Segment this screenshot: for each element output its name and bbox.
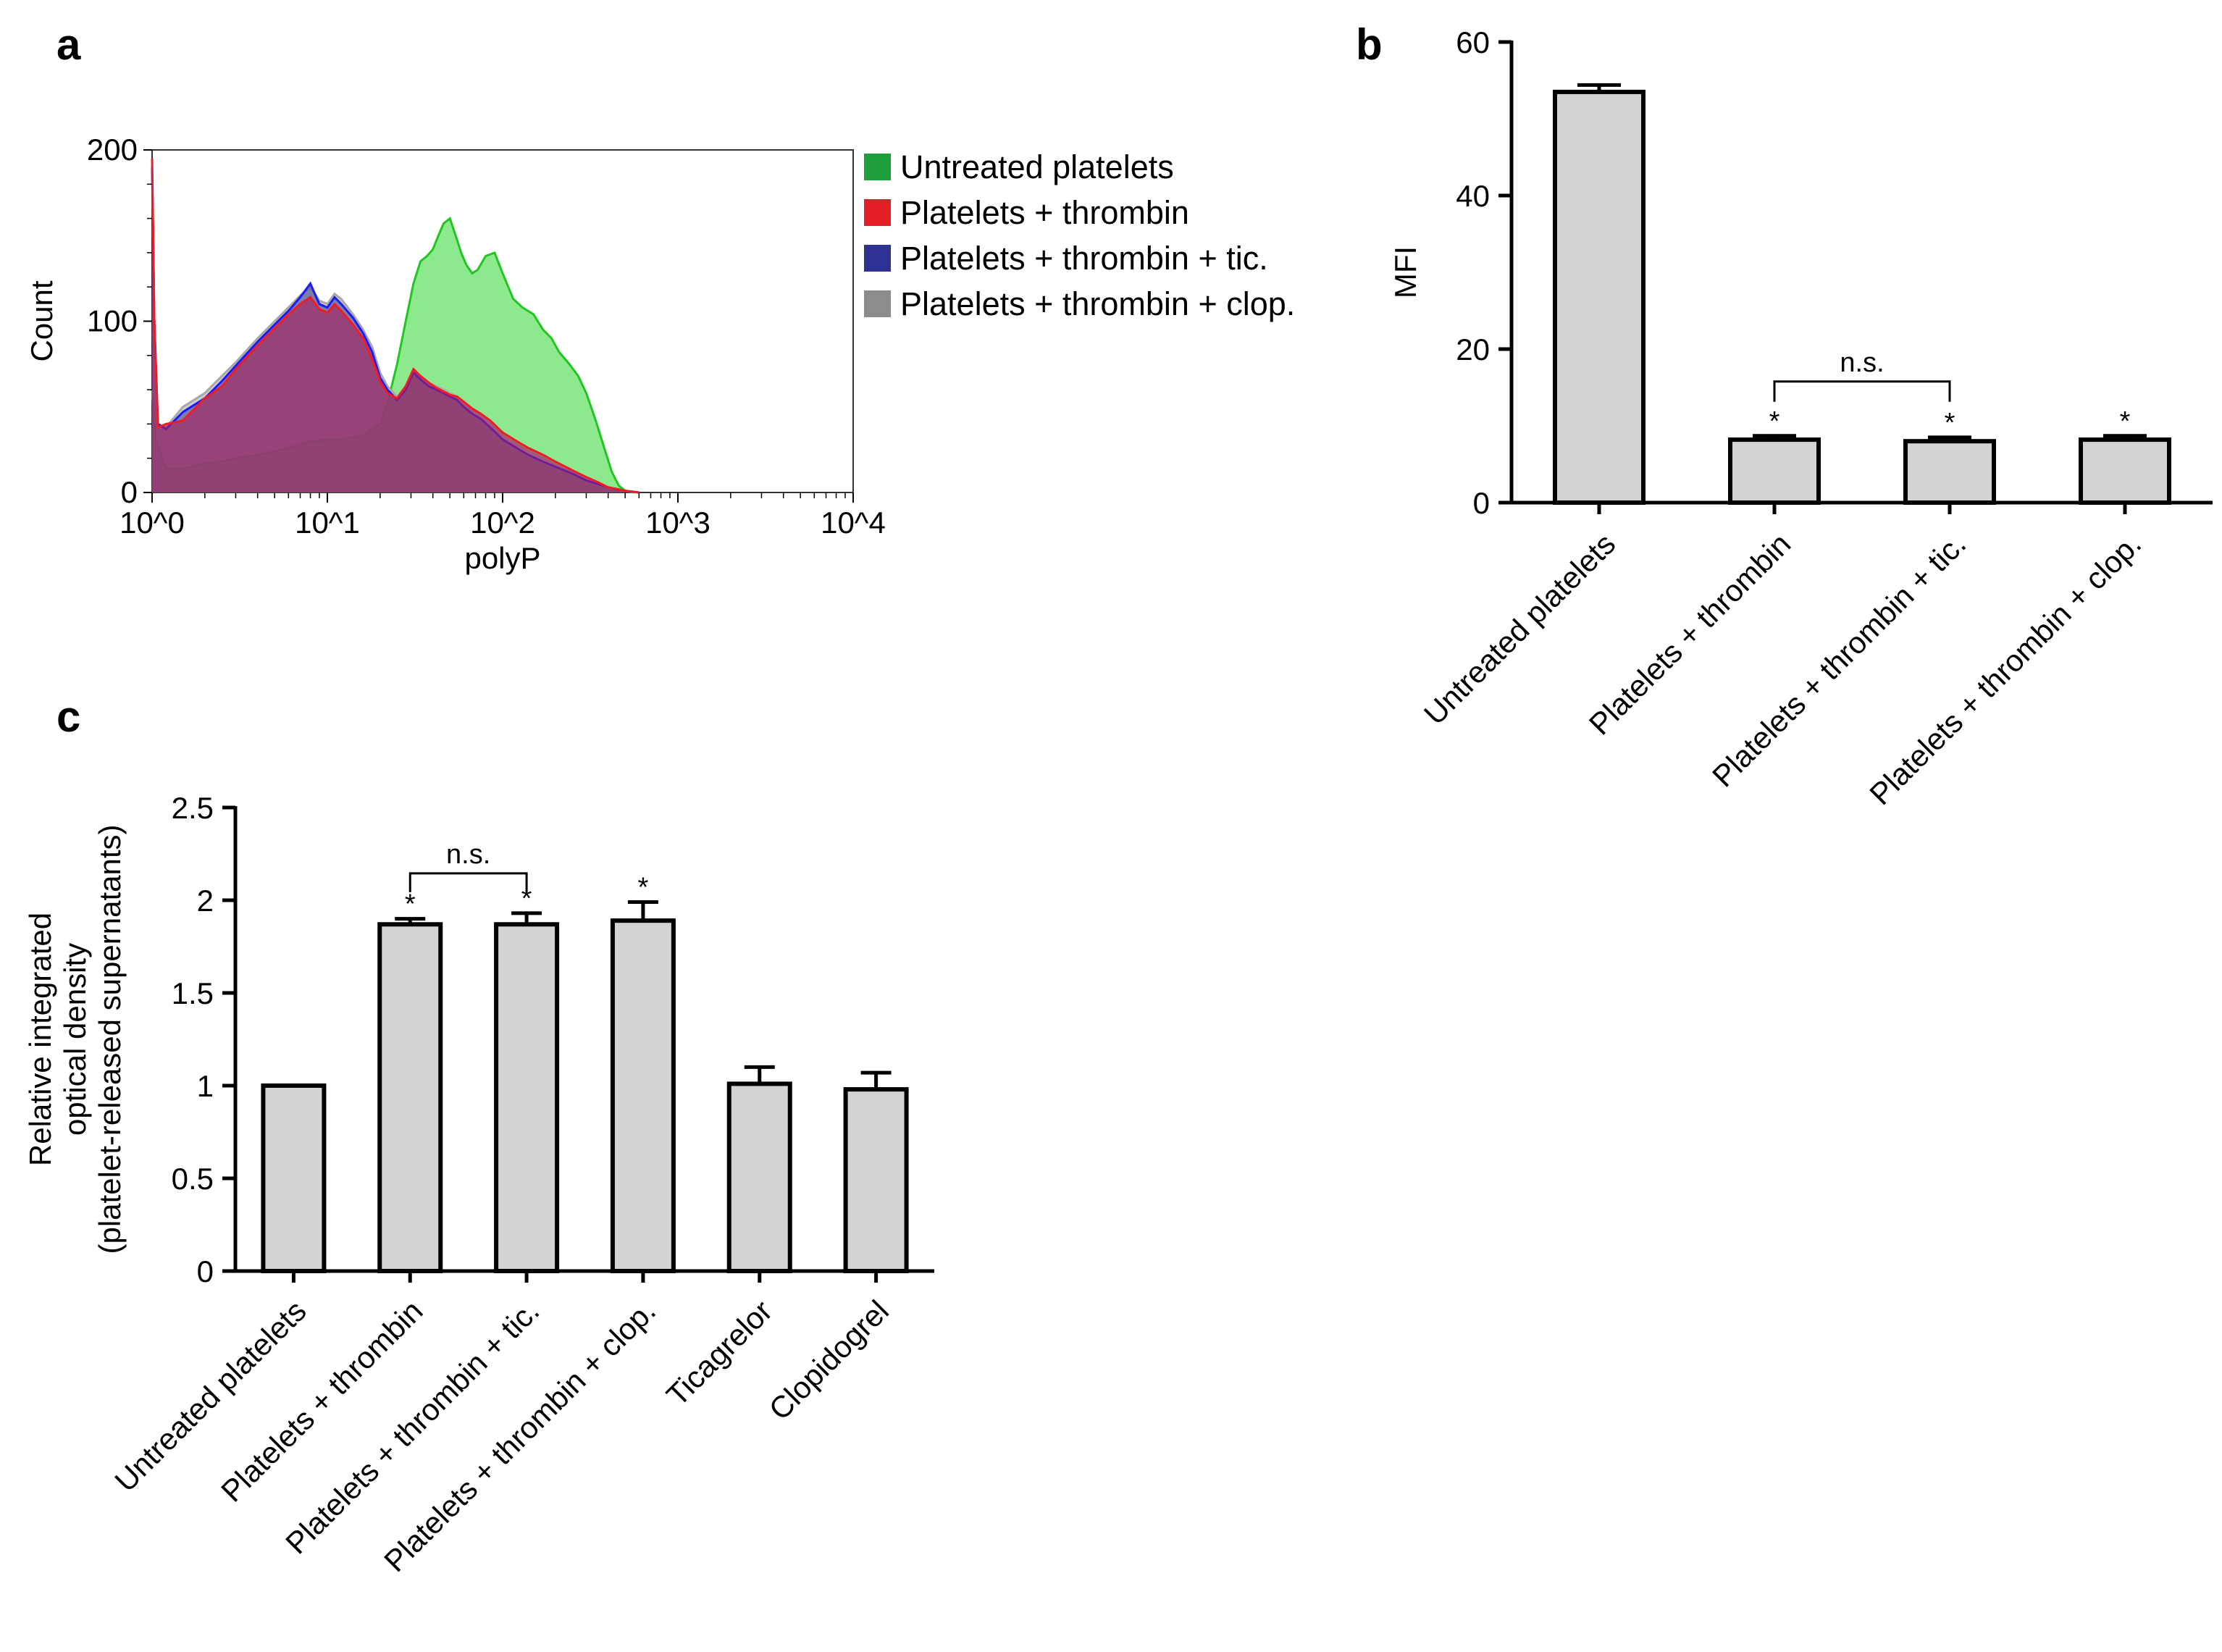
x-tick-label-2: 10^2 <box>470 506 535 540</box>
category-label-4: Ticagrelor <box>660 1293 779 1412</box>
y-tick-label-3: 60 <box>1456 25 1490 59</box>
bar-1 <box>1728 437 1821 506</box>
y-tick-label-3: 1.5 <box>172 976 214 1010</box>
y-tick-label-5: 2.5 <box>172 791 214 825</box>
y-tick-label-0: 0 <box>197 1254 214 1288</box>
y-axis-title: MFI <box>1388 246 1422 298</box>
bar-0 <box>1553 89 1645 505</box>
bar-3 <box>610 918 676 1274</box>
bar-4 <box>726 1081 792 1273</box>
category-label-0: Untreated platelets <box>108 1293 313 1498</box>
y-tick-label-0: 0 <box>121 475 138 509</box>
bar-3 <box>2079 437 2171 506</box>
significance-star-3: * <box>638 873 649 903</box>
x-tick-label-3: 10^3 <box>645 506 710 540</box>
category-label-1: Platelets + thrombin <box>214 1293 429 1509</box>
bar-2 <box>1903 439 1996 506</box>
significance-star-2: * <box>521 884 532 914</box>
panel-c-letter: c <box>56 692 80 741</box>
x-tick-label-1: 10^1 <box>295 506 360 540</box>
x-axis-title: polyP <box>464 541 540 575</box>
y-tick-label-1: 100 <box>87 304 138 338</box>
x-tick-label-4: 10^4 <box>821 506 886 540</box>
y-axis-title-line-0: Relative integrated <box>23 913 57 1166</box>
category-label-5: Clopidogrel <box>762 1293 894 1426</box>
legend-swatch-2 <box>864 245 891 272</box>
legend-swatch-1 <box>864 199 891 226</box>
histogram-area-0 <box>152 218 634 492</box>
legend-label-1: Platelets + thrombin <box>900 194 1189 231</box>
histogram-chart: 10^0 10^1 10^2 10^3 10^4 0 100 200 polyP Count Unt… <box>25 133 1295 575</box>
y-tick-label-2: 40 <box>1456 179 1490 213</box>
y-tick-label-0: 0 <box>1473 486 1490 520</box>
significance-star-1: * <box>1769 406 1780 437</box>
panel-b-letter: b <box>1356 20 1383 69</box>
ns-bracket-0 <box>408 872 528 892</box>
legend-label-2: Platelets + thrombin + tic. <box>900 240 1268 277</box>
ns-bracket-0 <box>1773 380 1951 402</box>
y-axis-title-line-2: (platelet-released supernatants) <box>93 824 127 1254</box>
legend-swatch-3 <box>864 290 891 317</box>
legend-label-3: Platelets + thrombin + clop. <box>900 285 1295 322</box>
x-tick-label-0: 10^0 <box>120 506 185 540</box>
optical-density-bar-chart: 0 0.5 1 1.5 2 2.5 Relative integrated optical d… <box>23 791 934 1578</box>
y-tick-label-2: 1 <box>197 1069 214 1103</box>
y-axis-title: Count <box>25 280 59 361</box>
y-tick-label-1: 20 <box>1456 332 1490 366</box>
y-tick-label-2: 200 <box>87 133 138 167</box>
significance-star-1: * <box>405 889 416 920</box>
histogram-area-3 <box>152 158 640 493</box>
bar-0 <box>261 1083 327 1273</box>
category-label-0: Untreated platelets <box>1417 527 1622 731</box>
bar-1 <box>377 922 443 1274</box>
histogram-line-3 <box>151 158 640 494</box>
y-tick-label-4: 2 <box>197 884 214 918</box>
panel-a-letter: a <box>56 20 81 69</box>
ns-label-0: n.s. <box>446 839 490 870</box>
legend-label-0: Untreated platelets <box>900 148 1174 185</box>
significance-star-3: * <box>2120 406 2131 437</box>
y-axis-title-line-1: optical density <box>58 943 92 1136</box>
bar-5 <box>843 1087 909 1273</box>
y-tick-label-1: 0.5 <box>172 1162 214 1196</box>
ns-label-0: n.s. <box>1840 348 1884 378</box>
significance-star-2: * <box>1945 408 1955 438</box>
bar-2 <box>494 922 560 1274</box>
legend-swatch-0 <box>864 154 891 180</box>
